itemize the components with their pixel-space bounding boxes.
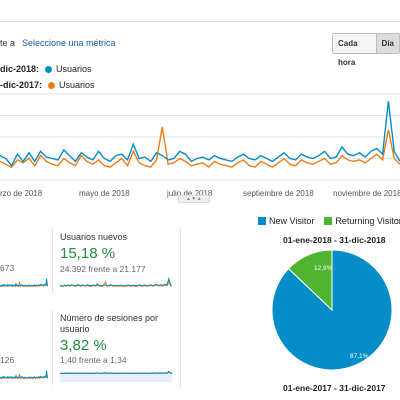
legend-series-name: Usuarios — [56, 64, 92, 74]
metric-sparkline — [0, 278, 48, 288]
pie-legend: New Visitor Returning Visitor — [258, 216, 400, 226]
legend-current-period: dic-2018: Usuarios — [0, 64, 92, 74]
card-divider — [180, 228, 181, 388]
metric-sparkline — [60, 276, 172, 288]
sparkline-line — [0, 370, 48, 380]
card-title: usuario — [60, 324, 90, 334]
legend-previous-period: -dic-2017: Usuarios — [0, 80, 95, 90]
legend-date-range: -dic-2017: — [0, 80, 43, 90]
card-divider — [52, 310, 53, 385]
metric-selector-label: te a — [0, 38, 16, 48]
sparkline-line — [0, 373, 48, 380]
x-tick-label: septiembre de 2018 — [243, 189, 314, 198]
pie-slice-label: 87,1% — [350, 353, 369, 360]
legend-series-dot — [48, 81, 56, 89]
legend-swatch — [324, 217, 333, 225]
x-tick-label: julio de 2018 — [166, 189, 213, 198]
legend-series-dot — [45, 65, 53, 73]
sparkline-line — [60, 370, 172, 375]
sparkline-line — [60, 280, 172, 288]
card-compare-value: 126 — [0, 355, 15, 365]
visitor-type-pie-chart: 87,1% 12,9% — [271, 249, 393, 371]
x-tick-label: rzo de 2018 — [0, 189, 43, 198]
chart-grid — [0, 93, 400, 181]
legend-new-visitor: New Visitor — [269, 216, 315, 226]
users-line-chart: rzo de 2018 mayo de 2018 julio de 2018 sept… — [0, 93, 400, 198]
card-value: 3,82 % — [60, 337, 107, 354]
card-title: Usuarios nuevos — [60, 232, 128, 242]
card-title: Número de sesiones por — [60, 313, 159, 323]
pie-top-date-range: 01-ene-2018 - 31-dic-2018 — [283, 235, 386, 245]
card-value: 15,18 % — [60, 245, 116, 262]
series-line-0 — [0, 101, 400, 167]
metric-sparkline — [0, 370, 48, 380]
pie-slice-label: 12,9% — [314, 265, 333, 272]
hourly-button[interactable]: Cada hora — [333, 34, 377, 67]
legend-date-range: dic-2018: — [0, 64, 40, 74]
chart-series — [0, 101, 400, 169]
granularity-toggle: Cada hora Día — [332, 33, 400, 67]
legend-swatch — [258, 217, 266, 225]
sparkline-line — [0, 278, 48, 288]
select-metric-link[interactable]: Seleccione una métrica — [22, 38, 116, 48]
day-button[interactable]: Día — [376, 34, 399, 53]
card-compare-value: 673 — [0, 263, 15, 273]
pie-bottom-date-range: 01-ene-2017 - 31-dic-2017 — [283, 383, 386, 393]
top-divider — [0, 21, 400, 22]
x-tick-label: noviembre de 2018 — [333, 189, 400, 198]
chart-collapse-handle[interactable]: ▲▼▲ — [178, 195, 210, 203]
legend-series-name: Usuarios — [59, 80, 95, 90]
series-line-1 — [0, 126, 400, 169]
card-compare: 24.392 frente a 21.177 — [60, 264, 146, 274]
sparkline-line — [60, 276, 172, 287]
card-divider — [52, 228, 53, 293]
legend-returning-visitor: Returning Visitor — [335, 216, 400, 226]
x-tick-label: mayo de 2018 — [79, 189, 130, 198]
sparkline-area — [60, 372, 172, 382]
card-compare: 1,40 frente a 1,34 — [60, 355, 127, 365]
pie-slice-1 — [287, 249, 333, 312]
x-axis-ticks: rzo de 2018 mayo de 2018 julio de 2018 sept… — [0, 189, 400, 198]
metric-sparkline — [60, 370, 172, 382]
sparkline-line — [0, 281, 48, 288]
